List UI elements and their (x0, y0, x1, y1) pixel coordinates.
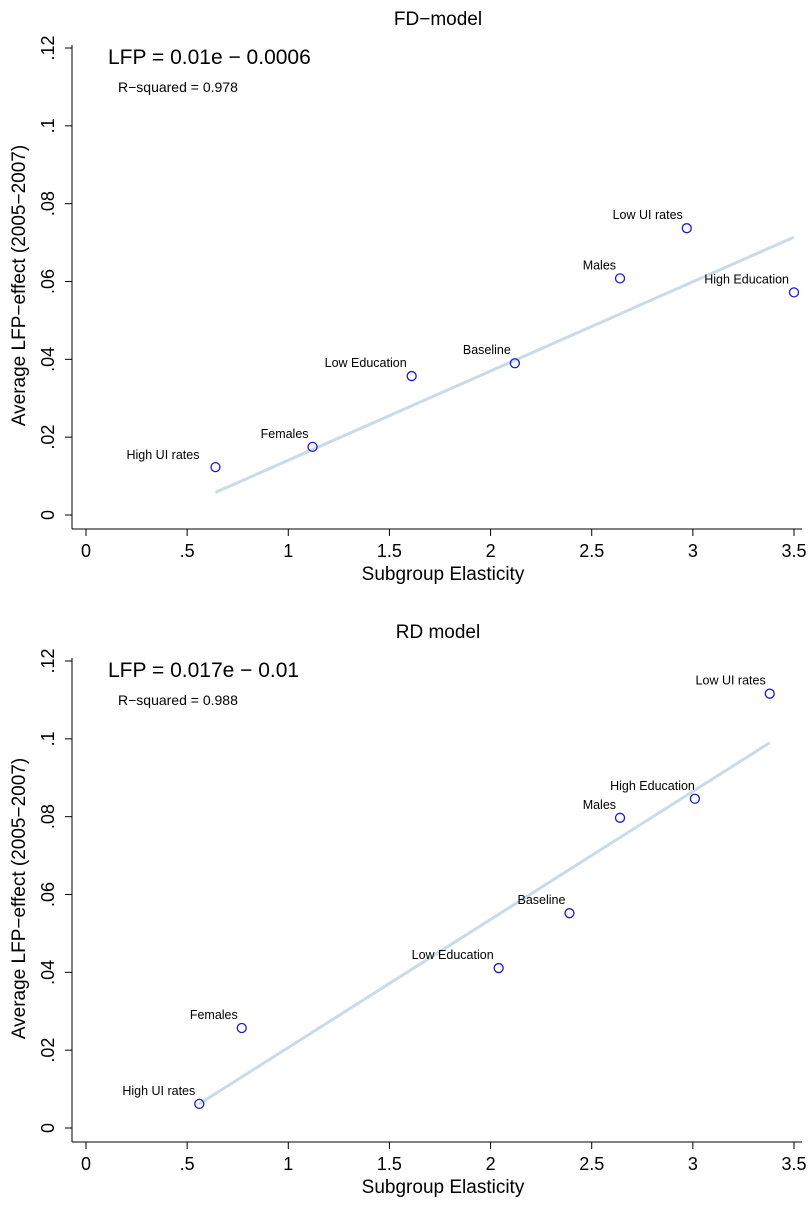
point-marker (681, 223, 692, 234)
point-marker (307, 441, 318, 453)
r-squared-annotation: R−squared = 0.978 (118, 79, 238, 95)
x-tick-label: 1 (283, 1154, 293, 1174)
x-tick-label: 3.5 (781, 1154, 806, 1174)
rd-model-scatter-plot: RD model 0 .5 1 1.5 2 2.5 3 3.5 0 .02 .04 .06 .08 .1 .1… (9, 622, 807, 1198)
chart-rd-model: RD model 0 .5 1 1.5 2 2.5 3 3.5 0 .02 .04 .06 .08 .1 .1… (0, 613, 811, 1226)
x-tick-label: 3 (688, 541, 698, 561)
x-axis-title: Subgroup Elasticity (362, 564, 525, 585)
point-marker (614, 273, 626, 284)
y-tick-label: .12 (38, 648, 58, 673)
y-tick-label: 0 (38, 510, 58, 520)
x-tick-label: 1.5 (377, 1154, 402, 1174)
y-axis-title: Average LFP−effect (2005−2007) (9, 758, 30, 1039)
point-label: Baseline (518, 893, 566, 907)
point-marker (509, 358, 520, 369)
x-tick-label: 2.5 (579, 1154, 604, 1174)
point-label: High UI rates (122, 1084, 195, 1098)
equation-annotation: LFP = 0.017e − 0.01 (108, 659, 299, 682)
x-tick-label: 2.5 (579, 541, 604, 561)
point-marker (788, 287, 800, 298)
point-label: Low Education (325, 356, 407, 370)
chart-fd-model: FD−model 0 .5 1 1.5 2 2.5 3 3.5 0 .02 .04 .06 .08 .1 .1… (9, 9, 807, 585)
x-tick-label: 2 (486, 541, 496, 561)
y-tick-label: .1 (38, 118, 58, 133)
y-tick-label: .12 (38, 35, 58, 60)
y-tick-label: .04 (38, 960, 58, 985)
y-tick-label: .1 (38, 731, 58, 746)
point-marker (210, 461, 221, 473)
point-marker (406, 370, 417, 382)
point-marker (236, 1022, 247, 1034)
x-tick-label: .5 (180, 541, 195, 561)
point-label: High Education (704, 272, 789, 286)
point-marker (764, 688, 775, 699)
point-label: High UI rates (127, 448, 200, 462)
point-label: High Education (610, 779, 695, 793)
x-tick-label: 2 (486, 1154, 496, 1174)
y-tick-label: .02 (38, 425, 58, 450)
y-tick-label: .04 (38, 347, 58, 372)
chart-title: RD model (396, 622, 480, 643)
point-marker (493, 962, 504, 974)
x-tick-label: 3 (688, 1154, 698, 1174)
point-label: Males (583, 798, 616, 812)
y-tick-label: .06 (38, 269, 58, 294)
point-marker (194, 1098, 205, 1110)
point-label: Low UI rates (696, 674, 766, 688)
x-axis-title: Subgroup Elasticity (362, 1177, 525, 1198)
y-tick-label: .06 (38, 882, 58, 907)
y-tick-label: .08 (38, 804, 58, 829)
y-axis-title: Average LFP−effect (2005−2007) (9, 145, 30, 426)
fit-line (214, 235, 795, 494)
point-label: Males (583, 258, 616, 272)
r-squared-annotation: R−squared = 0.988 (118, 692, 238, 708)
x-tick-label: .5 (180, 1154, 195, 1174)
point-label: Females (190, 1008, 238, 1022)
equation-annotation: LFP = 0.01e − 0.0006 (108, 46, 311, 69)
fit-line (198, 741, 771, 1106)
x-tick-label: 3.5 (781, 541, 806, 561)
x-tick-label: 0 (81, 541, 91, 561)
point-label: Females (261, 427, 309, 441)
point-label: Low UI rates (613, 208, 683, 222)
point-label: Low Education (412, 948, 494, 962)
x-tick-label: 1.5 (377, 541, 402, 561)
y-tick-label: .08 (38, 191, 58, 216)
x-tick-label: 1 (283, 541, 293, 561)
point-marker (689, 793, 701, 804)
y-tick-label: .02 (38, 1038, 58, 1063)
point-marker (614, 812, 626, 823)
point-marker (564, 908, 575, 919)
y-tick-label: 0 (38, 1123, 58, 1133)
point-label: Baseline (463, 343, 511, 357)
x-tick-label: 0 (81, 1154, 91, 1174)
chart-title: FD−model (394, 9, 482, 30)
fd-model-scatter-plot: FD−model 0 .5 1 1.5 2 2.5 3 3.5 0 .02 .04 .06 .08 .1 .1… (9, 9, 807, 585)
